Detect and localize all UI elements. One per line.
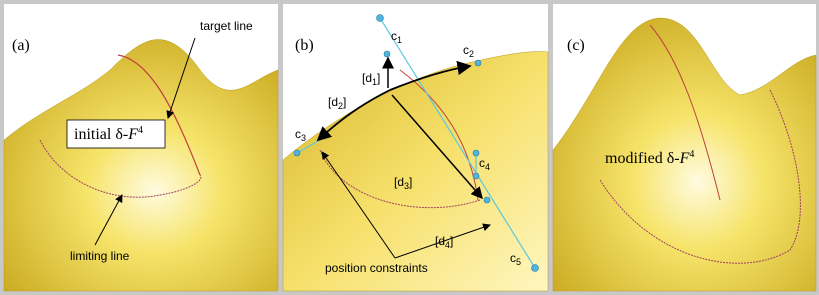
distance-label: [d2] bbox=[328, 95, 346, 111]
text-part: 4 bbox=[138, 125, 143, 136]
caption: position constraints bbox=[325, 261, 428, 275]
figure: (a) target line initial δ-F4 limiting li… bbox=[0, 0, 819, 295]
text-part: 2 bbox=[469, 49, 474, 59]
panel-c: (c) modified δ-F4 bbox=[553, 4, 816, 291]
text-part: modified δ- bbox=[605, 150, 680, 167]
text-part: [d bbox=[328, 95, 338, 109]
text-part: ] bbox=[343, 95, 346, 109]
text-part: 4 bbox=[689, 149, 694, 160]
distance-label: [d1] bbox=[362, 71, 380, 87]
text-part: [d bbox=[362, 71, 372, 85]
surface-label: modified δ-F4 bbox=[605, 149, 694, 167]
annotation: target line bbox=[200, 19, 253, 33]
text-part: [d bbox=[394, 175, 404, 189]
text-part: F bbox=[679, 150, 690, 167]
surface-label: initial δ-F4 bbox=[74, 125, 143, 143]
panel-a: (a) target line initial δ-F4 limiting li… bbox=[4, 4, 278, 291]
panel-b: (b) c1 c2 c3 c4 c5 [d1] [d2] [d3] [d4] p… bbox=[283, 4, 548, 291]
text-part: ] bbox=[409, 175, 412, 189]
panel-label: (b) bbox=[295, 37, 314, 54]
text-part: ] bbox=[450, 234, 453, 248]
text-part: 1 bbox=[397, 35, 402, 45]
text-part: F bbox=[127, 126, 138, 143]
panel-label: (c) bbox=[567, 37, 585, 54]
text-part: 5 bbox=[516, 257, 521, 267]
text-part: ] bbox=[377, 71, 380, 85]
panel-label: (a) bbox=[12, 37, 30, 54]
text-part: initial δ- bbox=[74, 126, 128, 143]
distance-label: [d3] bbox=[394, 175, 412, 191]
text-part: 3 bbox=[301, 133, 306, 143]
annotation: limiting line bbox=[70, 249, 130, 263]
distance-label: [d4] bbox=[435, 234, 453, 250]
text-part: 4 bbox=[485, 162, 490, 172]
